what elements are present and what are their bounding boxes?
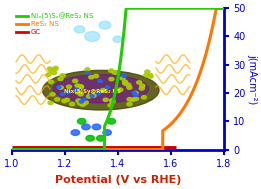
Circle shape [48, 67, 52, 70]
Y-axis label: j(mAcm⁻²): j(mAcm⁻²) [247, 54, 257, 104]
Circle shape [49, 80, 54, 84]
Circle shape [120, 77, 125, 80]
Circle shape [78, 85, 82, 88]
Circle shape [82, 124, 90, 130]
Circle shape [101, 88, 106, 92]
Circle shape [86, 95, 92, 98]
Circle shape [75, 84, 80, 87]
Circle shape [78, 101, 83, 105]
Circle shape [99, 21, 111, 29]
Circle shape [51, 71, 56, 74]
Circle shape [103, 98, 108, 101]
Circle shape [76, 99, 81, 102]
Circle shape [90, 94, 94, 97]
Circle shape [118, 88, 123, 91]
Ellipse shape [53, 75, 149, 103]
Circle shape [133, 91, 138, 95]
Circle shape [110, 100, 115, 103]
Circle shape [108, 104, 113, 107]
Circle shape [134, 94, 138, 96]
Circle shape [113, 36, 122, 42]
Circle shape [103, 130, 111, 135]
Circle shape [64, 98, 70, 101]
Circle shape [109, 77, 114, 81]
Circle shape [49, 69, 54, 73]
Circle shape [78, 93, 83, 96]
Circle shape [97, 135, 105, 141]
Circle shape [66, 91, 70, 94]
Circle shape [137, 81, 142, 84]
Circle shape [93, 74, 99, 78]
Circle shape [82, 98, 86, 101]
Circle shape [139, 87, 144, 90]
Circle shape [130, 98, 135, 101]
Circle shape [46, 73, 51, 77]
Circle shape [48, 101, 53, 105]
Circle shape [112, 71, 117, 74]
Circle shape [110, 99, 115, 102]
Circle shape [52, 68, 57, 71]
Legend: Niₓ(5)Sᵥ@ReS₂ NS, ReS₂ NS, GC: Niₓ(5)Sᵥ@ReS₂ NS, ReS₂ NS, GC [15, 12, 93, 36]
Circle shape [133, 97, 139, 100]
Circle shape [145, 70, 150, 73]
Circle shape [58, 86, 63, 89]
Circle shape [69, 102, 75, 106]
Circle shape [79, 100, 84, 103]
Circle shape [75, 88, 79, 91]
Circle shape [107, 119, 116, 124]
Circle shape [127, 102, 132, 106]
Circle shape [73, 79, 78, 83]
Circle shape [148, 75, 153, 78]
Circle shape [105, 86, 110, 89]
Text: Nix(5)Sy@ReS₂ NS: Nix(5)Sy@ReS₂ NS [64, 89, 121, 94]
Circle shape [89, 76, 94, 79]
Circle shape [83, 101, 88, 104]
Circle shape [121, 74, 126, 76]
Circle shape [71, 130, 80, 135]
Circle shape [122, 80, 128, 84]
Circle shape [60, 93, 65, 96]
X-axis label: Potential (V vs RHE): Potential (V vs RHE) [55, 175, 181, 185]
Circle shape [60, 74, 65, 77]
Circle shape [144, 74, 149, 77]
Circle shape [96, 92, 100, 95]
Circle shape [66, 85, 72, 88]
Circle shape [79, 85, 84, 89]
Circle shape [140, 84, 145, 88]
Circle shape [98, 80, 102, 82]
Circle shape [53, 66, 58, 70]
Circle shape [127, 98, 132, 101]
Circle shape [92, 124, 101, 130]
Circle shape [109, 69, 114, 72]
Circle shape [86, 71, 90, 74]
Circle shape [55, 98, 60, 101]
Circle shape [50, 93, 55, 96]
Circle shape [58, 77, 63, 81]
Circle shape [78, 85, 83, 88]
Circle shape [123, 82, 128, 85]
Circle shape [62, 99, 67, 103]
Circle shape [74, 26, 85, 33]
Circle shape [80, 103, 85, 106]
Circle shape [76, 91, 81, 94]
Circle shape [127, 86, 132, 89]
Circle shape [85, 68, 90, 71]
Circle shape [57, 86, 61, 88]
Circle shape [132, 91, 137, 94]
Circle shape [141, 96, 146, 99]
Circle shape [78, 119, 86, 124]
Circle shape [86, 135, 94, 141]
Ellipse shape [43, 70, 159, 110]
Circle shape [122, 75, 126, 77]
Circle shape [91, 94, 96, 97]
Circle shape [126, 83, 131, 87]
Circle shape [147, 74, 153, 77]
Circle shape [85, 32, 100, 41]
